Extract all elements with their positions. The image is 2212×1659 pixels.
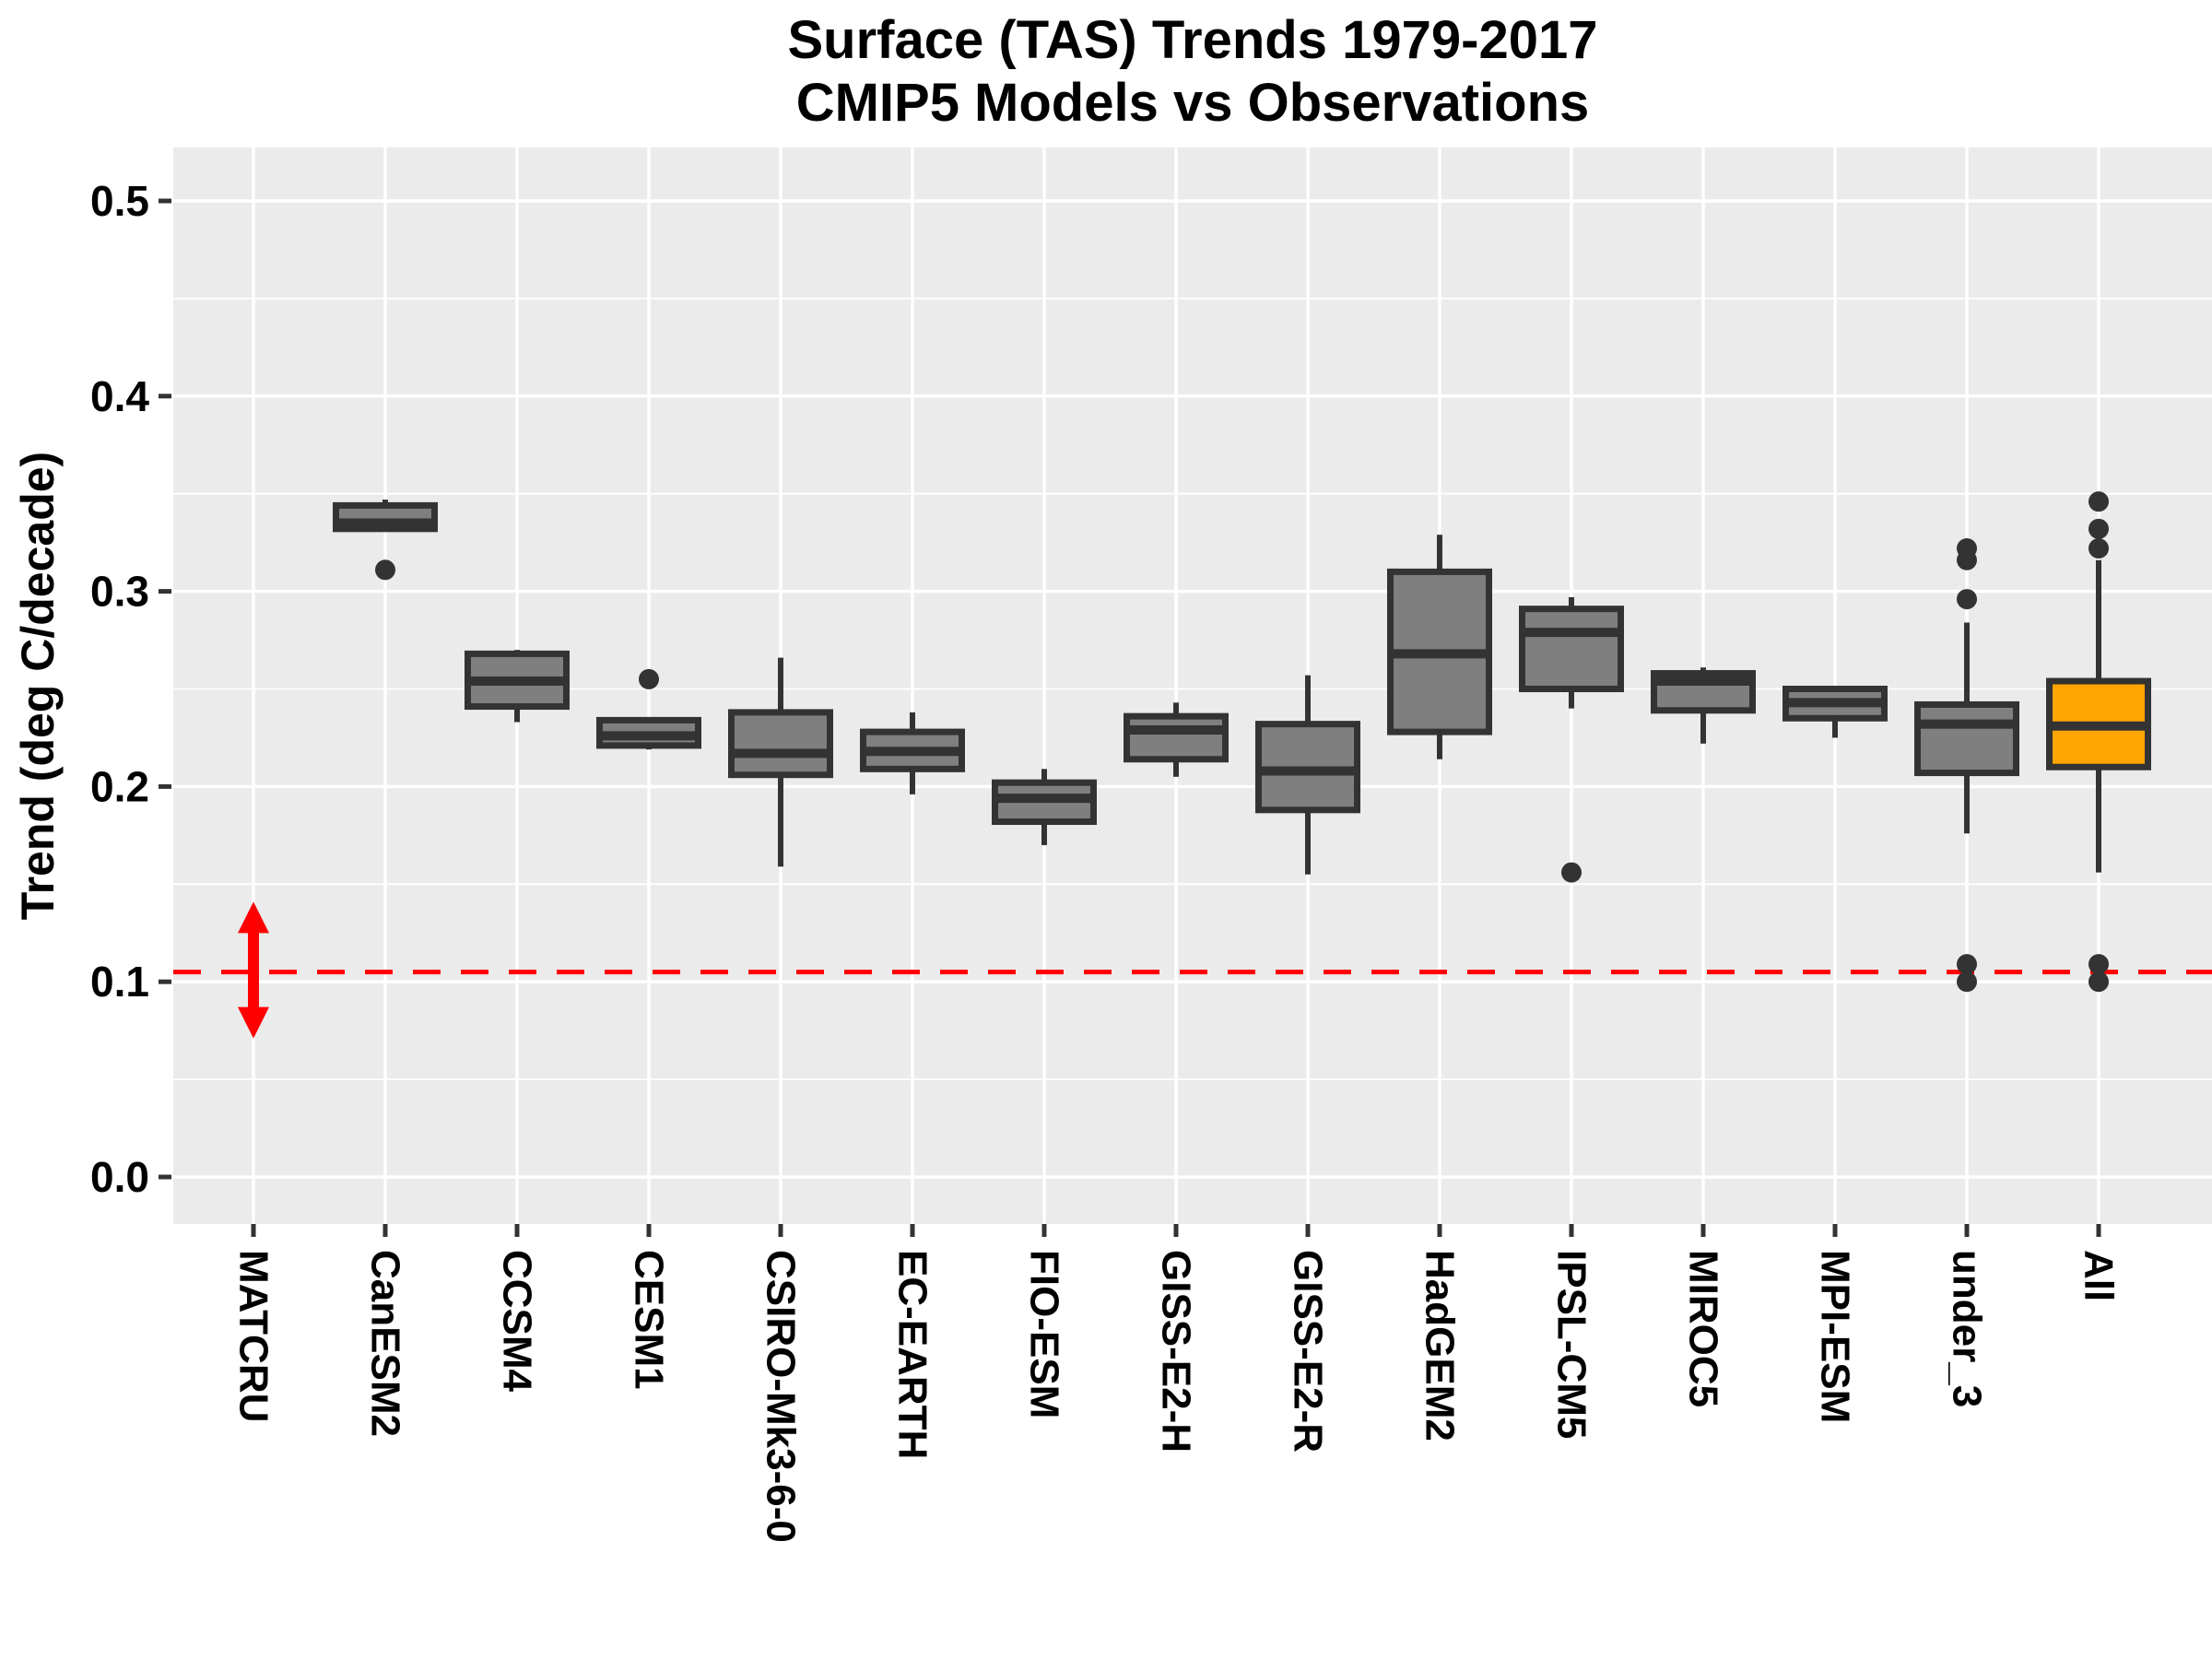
x-tick-label-FIO-ESM: FIO-ESM	[1022, 1250, 1067, 1418]
box-IPSL-CM5	[1519, 606, 1624, 692]
x-tick-label-MPI-ESM: MPI-ESM	[1813, 1250, 1858, 1423]
observation-arrow-head-up	[238, 901, 269, 934]
x-tick-label-MIROC5: MIROC5	[1681, 1250, 1726, 1407]
x-tick-label-EC-EARTH: EC-EARTH	[890, 1250, 935, 1459]
outlier-CESM1	[639, 668, 659, 689]
x-tick-label-MATCRU: MATCRU	[231, 1250, 276, 1422]
x-tick-label-CESM1: CESM1	[627, 1250, 672, 1390]
y-axis-title: Trend (deg C/decade)	[12, 452, 64, 920]
x-tick-label-under_3: under_3	[1945, 1250, 1990, 1407]
box-CSIRO-Mk3-6-0	[728, 709, 833, 779]
observation-arrow-head-down	[238, 1006, 269, 1039]
outlier-All	[2088, 518, 2109, 539]
outlier-under_3	[1957, 954, 1977, 975]
chart-title-line2: CMIP5 Models vs Observations	[795, 73, 1590, 134]
x-tick-label-GISS-E2-H: GISS-E2-H	[1154, 1250, 1199, 1453]
outlier-All	[2088, 538, 2109, 559]
y-tick-label: 0.2	[90, 762, 149, 810]
x-tick-label-IPSL-CM5: IPSL-CM5	[1549, 1250, 1594, 1439]
y-tick-label: 0.5	[90, 177, 149, 225]
chart-title-line1: Surface (TAS) Trends 1979-2017	[787, 10, 1598, 70]
x-tick-label-All: All	[2077, 1250, 2122, 1301]
y-tick-label: 0.0	[90, 1153, 149, 1201]
outlier-All	[2088, 491, 2109, 512]
x-tick-label-CanESM2: CanESM2	[363, 1250, 408, 1437]
outlier-All	[2088, 971, 2109, 993]
y-tick-label: 0.4	[90, 372, 149, 420]
y-tick-label: 0.1	[90, 958, 149, 1006]
y-tick-label: 0.3	[90, 568, 149, 616]
x-tick-label-CCSM4: CCSM4	[495, 1250, 540, 1393]
outlier-IPSL-CM5	[1561, 862, 1582, 883]
outlier-CanESM2	[375, 559, 395, 581]
chart-title: Surface (TAS) Trends 1979-2017 CMIP5 Mod…	[173, 9, 2212, 135]
x-tick-label-HadGEM2: HadGEM2	[1418, 1250, 1463, 1441]
box-under_3	[1914, 700, 2019, 777]
box-GISS-E2-H	[1124, 712, 1229, 763]
outlier-under_3	[1957, 549, 1977, 571]
outlier-under_3	[1957, 971, 1977, 993]
outlier-All	[2088, 954, 2109, 975]
x-tick-label-CSIRO-Mk3-6-0: CSIRO-Mk3-6-0	[759, 1250, 804, 1543]
x-tick-label-GISS-E2-R: GISS-E2-R	[1286, 1250, 1331, 1453]
outlier-under_3	[1957, 589, 1977, 610]
